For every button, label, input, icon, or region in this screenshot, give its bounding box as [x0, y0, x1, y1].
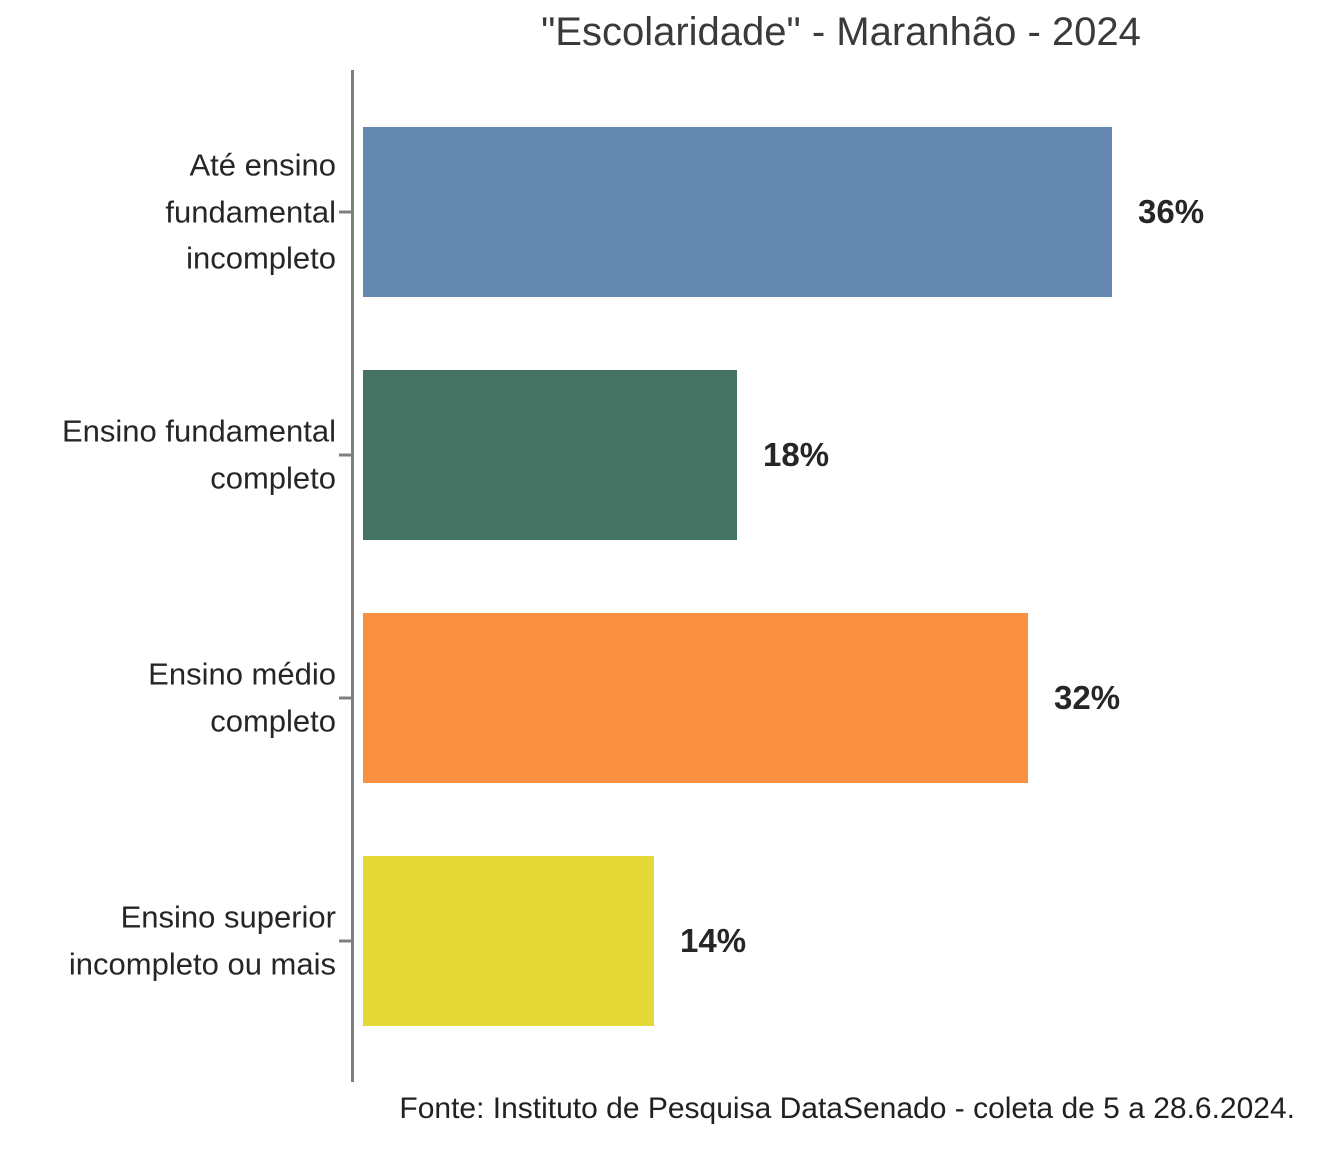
- axis-tick: [339, 453, 352, 457]
- bar-row: Até ensino fundamental incompleto 36%: [0, 127, 1344, 297]
- bar-row: Ensino médio completo 32%: [0, 613, 1344, 783]
- value-label: 36%: [1138, 193, 1205, 230]
- axis-tick: [339, 939, 352, 943]
- bar-row: Ensino superior incompleto ou mais 14%: [0, 856, 1344, 1026]
- plot-area: Até ensino fundamental incompleto 36% Ensi…: [0, 70, 1344, 1082]
- axis-tick: [339, 696, 352, 700]
- bar: [363, 370, 737, 540]
- category-label: Ensino médio completo: [148, 656, 336, 739]
- category-label: Ensino superior incompleto ou mais: [68, 899, 336, 982]
- value-label: 18%: [763, 436, 830, 473]
- bar: [363, 127, 1112, 297]
- bar: [363, 613, 1028, 783]
- value-label: 14%: [680, 922, 747, 959]
- category-label: Até ensino fundamental incompleto: [165, 147, 336, 276]
- bar-rows: Até ensino fundamental incompleto 36% Ensi…: [0, 70, 1344, 1082]
- category-label: Ensino fundamental completo: [61, 413, 336, 496]
- bar: [363, 856, 654, 1026]
- axis-tick: [339, 210, 352, 214]
- bar-row: Ensino fundamental completo 18%: [0, 370, 1344, 540]
- value-label: 32%: [1054, 679, 1121, 716]
- y-axis-line: [351, 70, 354, 1082]
- source-caption: Fonte: Instituto de Pesquisa DataSenado …: [399, 1092, 1295, 1125]
- chart-title: "Escolaridade" - Maranhão - 2024: [541, 10, 1141, 54]
